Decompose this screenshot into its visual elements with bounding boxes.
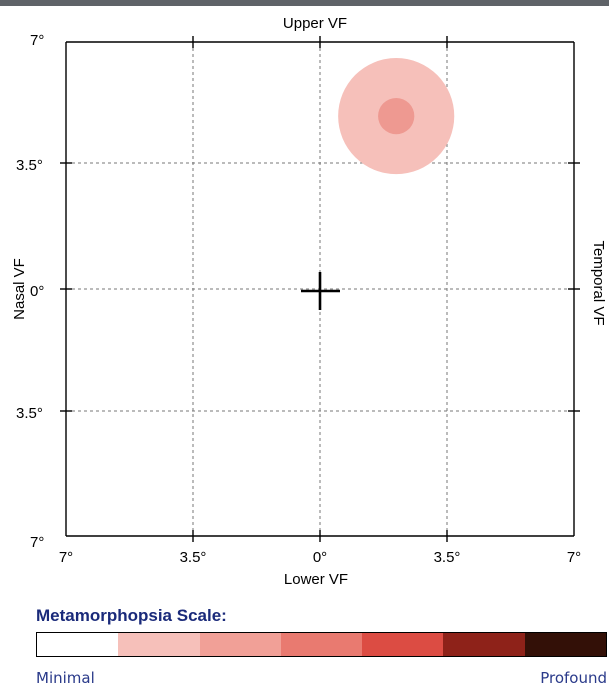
scale-swatch-profound [525, 633, 606, 656]
scale-swatch-minimal [37, 633, 118, 656]
y-tick-label: 0° [30, 283, 44, 300]
scale-max-label: Profound [540, 669, 607, 687]
x-tick-label: 0° [313, 549, 327, 566]
scale-swatch [281, 633, 362, 656]
x-tick-label: 3.5° [180, 549, 207, 566]
y-tick-label: 7° [30, 32, 44, 49]
fixation-cross [301, 272, 340, 310]
upper-vf-label: Upper VF [283, 15, 347, 32]
y-tick-label: 3.5° [16, 157, 43, 174]
y-tick-label: 3.5° [16, 405, 43, 422]
nasal-vf-label: Nasal VF [11, 258, 28, 320]
y-tick-label: 7° [30, 534, 44, 551]
visual-field-chart: 7° 3.5° 0° 3.5° 7° 7° 3.5° 0° 3.5° 7° Up… [0, 0, 609, 600]
metamorphopsia-scale-bar [36, 632, 607, 657]
lower-vf-label: Lower VF [284, 571, 348, 588]
scale-swatch [118, 633, 199, 656]
metamorphopsia-scale-title: Metamorphopsia Scale: [36, 606, 227, 626]
scale-swatch [200, 633, 281, 656]
scale-swatch [443, 633, 524, 656]
x-tick-label: 7° [59, 549, 73, 566]
temporal-vf-label: Temporal VF [590, 240, 607, 325]
lesion-group [338, 58, 454, 174]
scale-swatch [362, 633, 443, 656]
distortion-area-core [378, 98, 414, 134]
x-tick-label: 7° [567, 549, 581, 566]
x-tick-label: 3.5° [434, 549, 461, 566]
scale-min-label: Minimal [36, 669, 95, 687]
